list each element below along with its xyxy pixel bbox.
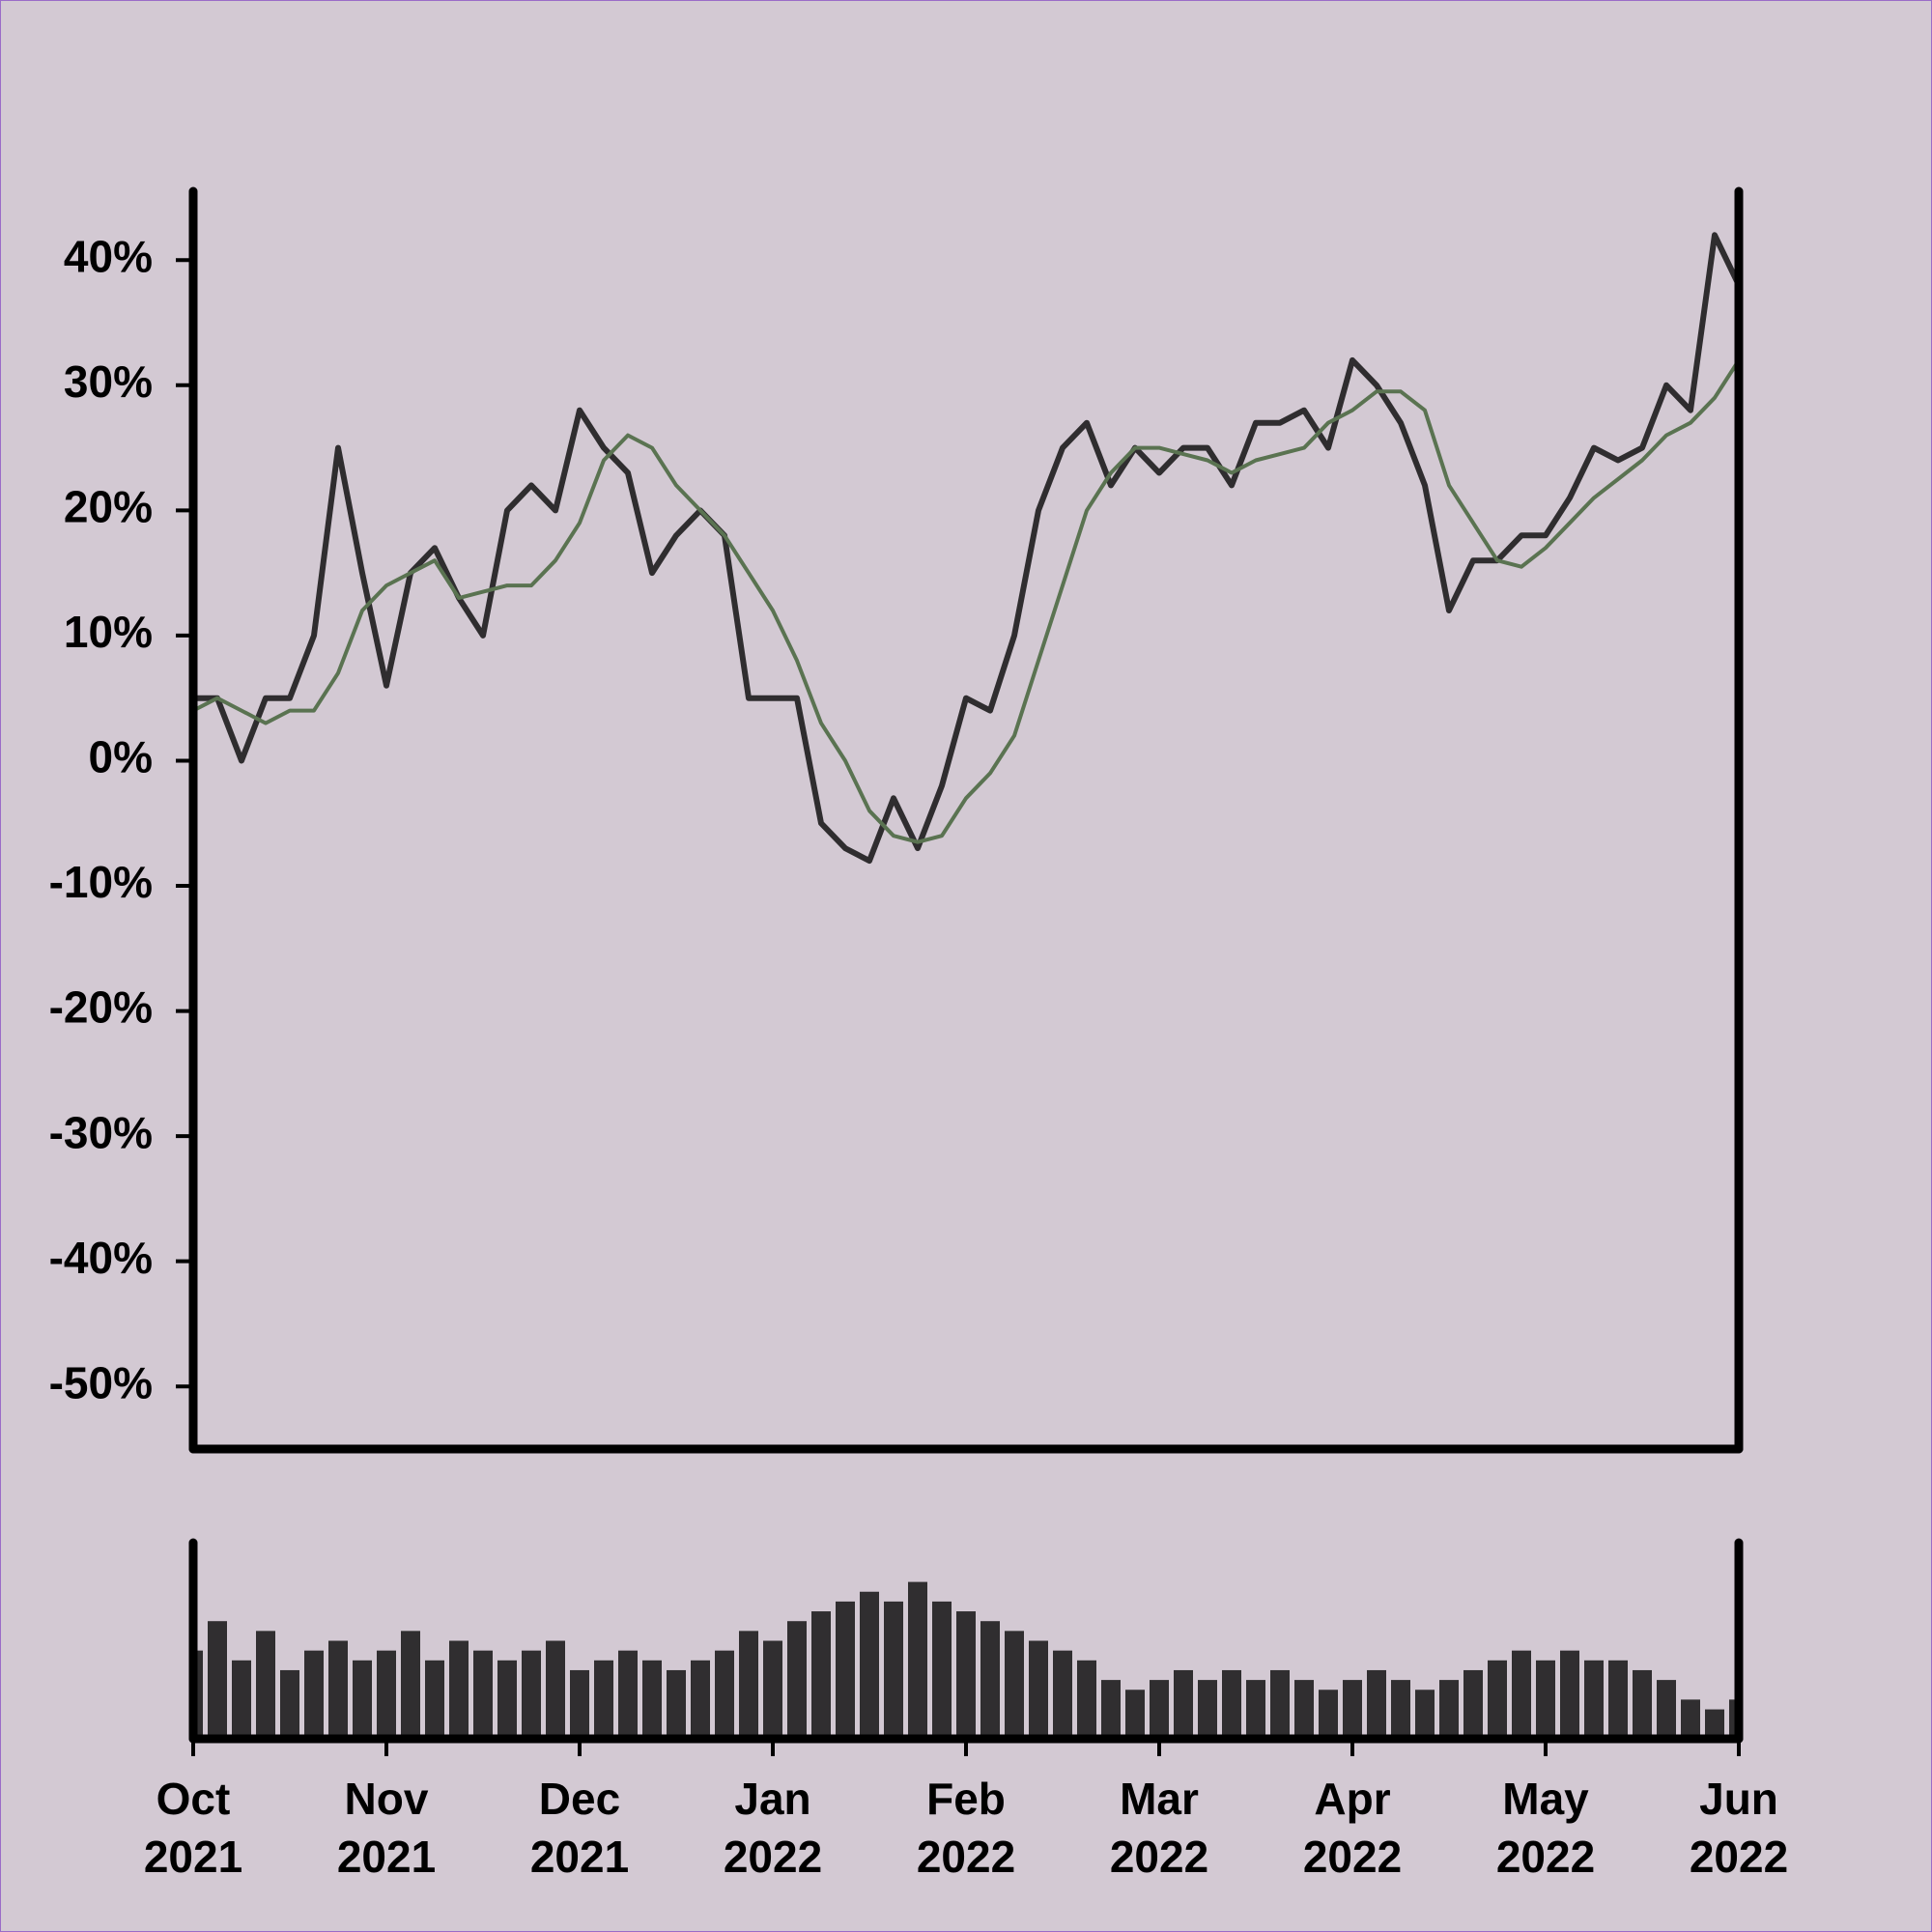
y-tick-label: -20% <box>49 982 153 1033</box>
volume-bar <box>232 1660 251 1739</box>
volume-bar <box>932 1601 952 1739</box>
y-tick-label: 10% <box>64 607 153 657</box>
volume-bar <box>980 1621 1000 1739</box>
volume-bar <box>280 1669 299 1739</box>
y-tick-label: 20% <box>64 482 153 532</box>
volume-bar <box>836 1601 855 1739</box>
volume-bar <box>1053 1650 1072 1739</box>
volume-bar <box>546 1640 565 1739</box>
volume-bar <box>1536 1660 1555 1739</box>
volume-bar <box>1150 1680 1169 1739</box>
x-tick-label: Nov 2021 <box>337 1774 436 1882</box>
y-tick-label: -30% <box>49 1107 153 1157</box>
volume-bar <box>473 1650 493 1739</box>
volume-bar <box>811 1611 831 1739</box>
volume-bar <box>956 1611 976 1739</box>
volume-bar <box>739 1631 758 1739</box>
y-tick-label: 30% <box>64 356 153 407</box>
x-tick-label: Mar 2022 <box>1110 1774 1208 1882</box>
volume-bar <box>1198 1680 1217 1739</box>
y-tick-label: 0% <box>89 732 153 782</box>
volume-bar <box>667 1669 686 1739</box>
volume-bar <box>1391 1680 1410 1739</box>
volume-bar <box>1729 1699 1739 1739</box>
volume-bar <box>449 1640 469 1739</box>
volume-bar <box>1367 1669 1386 1739</box>
volume-bar <box>594 1660 613 1739</box>
volume-bar <box>193 1650 203 1739</box>
volume-bar <box>522 1650 541 1739</box>
volume-bar <box>1246 1680 1265 1739</box>
volume-bar <box>908 1581 927 1739</box>
x-tick-label: Jun 2022 <box>1690 1774 1788 1882</box>
volume-bar <box>328 1640 348 1739</box>
volume-bar <box>1463 1669 1483 1739</box>
y-tick-label: 40% <box>64 231 153 281</box>
x-tick-label: Jan 2022 <box>724 1774 822 1882</box>
y-tick-label: -40% <box>49 1233 153 1283</box>
volume-bar <box>1319 1690 1338 1739</box>
volume-bar <box>1488 1660 1507 1739</box>
x-tick-label: May 2022 <box>1496 1774 1595 1882</box>
volume-bar <box>1584 1660 1604 1739</box>
volume-bar <box>1415 1690 1435 1739</box>
volume-bar <box>401 1631 420 1739</box>
volume-bar <box>1560 1650 1579 1739</box>
volume-bar <box>1439 1680 1459 1739</box>
volume-bar <box>1077 1660 1096 1739</box>
volume-bar <box>425 1660 444 1739</box>
volume-bar <box>642 1660 662 1739</box>
volume-bar <box>1657 1680 1676 1739</box>
volume-bar <box>304 1650 324 1739</box>
volume-bar <box>1174 1669 1193 1739</box>
volume-bar <box>618 1650 638 1739</box>
data-line <box>193 232 1742 865</box>
volume-bar <box>1608 1660 1628 1739</box>
data-line <box>192 358 1741 844</box>
volume-bar <box>377 1650 396 1739</box>
volume-bar <box>1681 1699 1700 1739</box>
y-tick-label: -50% <box>49 1357 153 1407</box>
volume-bar <box>1005 1631 1024 1739</box>
volume-bar <box>1222 1669 1241 1739</box>
volume-bar <box>570 1669 589 1739</box>
x-tick-label: Dec 2021 <box>530 1774 629 1882</box>
volume-bar <box>256 1631 275 1739</box>
x-tick-label: Feb 2022 <box>917 1774 1015 1882</box>
volume-bar <box>1705 1709 1724 1739</box>
volume-bar <box>1101 1680 1121 1739</box>
volume-bar <box>787 1621 807 1739</box>
volume-bar <box>1125 1690 1145 1739</box>
volume-bar <box>715 1650 734 1739</box>
volume-bar <box>497 1660 517 1739</box>
volume-bar <box>1029 1640 1048 1739</box>
volume-bar <box>763 1640 782 1739</box>
volume-bar <box>1270 1669 1290 1739</box>
volume-bar <box>208 1621 227 1739</box>
volume-bar <box>1512 1650 1531 1739</box>
volume-bar <box>884 1601 903 1739</box>
volume-bar <box>860 1591 879 1739</box>
volume-bar <box>353 1660 372 1739</box>
volume-bar <box>691 1660 710 1739</box>
volume-bar <box>1343 1680 1362 1739</box>
volume-bar <box>1294 1680 1314 1739</box>
x-tick-label: Oct 2021 <box>144 1774 242 1882</box>
x-tick-label: Apr 2022 <box>1303 1774 1402 1882</box>
y-tick-label: -10% <box>49 857 153 907</box>
volume-bar <box>1633 1669 1652 1739</box>
